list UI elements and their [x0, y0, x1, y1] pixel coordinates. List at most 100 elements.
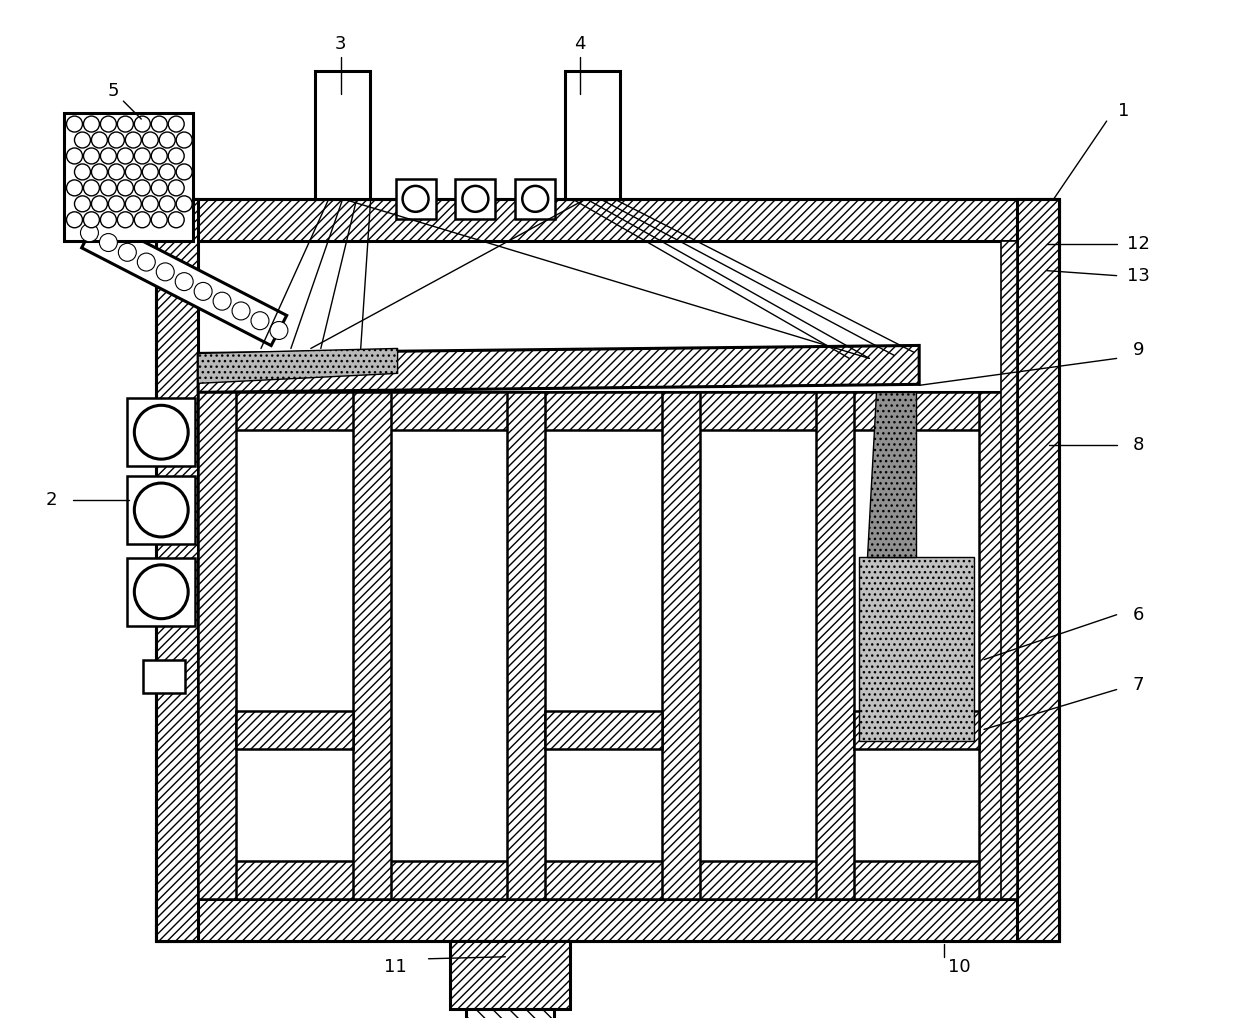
Circle shape — [156, 263, 174, 281]
Circle shape — [134, 180, 150, 196]
Bar — [156, 199, 1059, 240]
Bar — [980, 392, 1017, 899]
Circle shape — [134, 212, 150, 228]
Circle shape — [134, 406, 188, 460]
Bar — [854, 711, 980, 749]
Bar — [236, 711, 352, 749]
Circle shape — [125, 196, 141, 212]
Circle shape — [99, 233, 118, 252]
Circle shape — [176, 132, 192, 148]
Polygon shape — [867, 392, 916, 556]
Circle shape — [176, 196, 192, 212]
Circle shape — [81, 224, 98, 242]
Circle shape — [159, 164, 175, 180]
Circle shape — [138, 253, 155, 271]
Circle shape — [118, 148, 134, 164]
Bar — [516, 179, 556, 219]
Circle shape — [195, 282, 212, 301]
Bar — [128, 557, 195, 626]
Polygon shape — [859, 556, 975, 742]
Bar — [198, 392, 1017, 430]
Circle shape — [176, 164, 192, 180]
Circle shape — [125, 164, 141, 180]
Text: 11: 11 — [384, 958, 407, 976]
Bar — [198, 392, 236, 899]
Circle shape — [125, 132, 141, 148]
Circle shape — [159, 196, 175, 212]
Bar — [662, 392, 699, 899]
Bar — [128, 398, 195, 466]
Bar — [156, 199, 198, 941]
Circle shape — [67, 148, 83, 164]
Circle shape — [169, 116, 185, 132]
Text: 4: 4 — [574, 36, 585, 53]
Circle shape — [67, 116, 83, 132]
Bar — [507, 392, 546, 899]
Bar — [198, 392, 1017, 899]
Circle shape — [143, 132, 159, 148]
Circle shape — [83, 148, 99, 164]
Circle shape — [134, 116, 150, 132]
Text: 3: 3 — [335, 36, 346, 53]
Circle shape — [151, 116, 167, 132]
Circle shape — [74, 132, 91, 148]
Circle shape — [463, 185, 489, 212]
Bar — [156, 899, 1059, 941]
Circle shape — [134, 565, 188, 619]
Bar — [1001, 240, 1017, 899]
Circle shape — [232, 302, 250, 320]
Circle shape — [83, 180, 99, 196]
Bar — [546, 711, 662, 749]
Bar — [1017, 199, 1059, 941]
Bar — [315, 71, 370, 199]
Bar — [63, 113, 193, 240]
Circle shape — [169, 180, 185, 196]
Circle shape — [92, 196, 108, 212]
Circle shape — [108, 164, 124, 180]
Circle shape — [67, 180, 83, 196]
Polygon shape — [198, 348, 398, 383]
Text: 7: 7 — [1133, 676, 1145, 694]
Circle shape — [403, 185, 429, 212]
Bar — [816, 392, 854, 899]
Bar — [450, 941, 570, 1009]
Circle shape — [213, 292, 231, 310]
Circle shape — [83, 212, 99, 228]
Circle shape — [118, 212, 134, 228]
Circle shape — [143, 164, 159, 180]
Circle shape — [151, 148, 167, 164]
Circle shape — [118, 244, 136, 261]
Circle shape — [159, 132, 175, 148]
Circle shape — [250, 312, 269, 330]
Circle shape — [143, 196, 159, 212]
Circle shape — [100, 116, 117, 132]
Circle shape — [169, 212, 185, 228]
Polygon shape — [198, 345, 919, 392]
Text: 5: 5 — [108, 83, 119, 100]
Bar — [396, 179, 435, 219]
Circle shape — [108, 196, 124, 212]
Circle shape — [175, 273, 193, 290]
Circle shape — [108, 132, 124, 148]
Circle shape — [67, 212, 83, 228]
Circle shape — [522, 185, 548, 212]
Circle shape — [169, 148, 185, 164]
Text: 8: 8 — [1133, 436, 1145, 454]
Bar — [565, 71, 620, 199]
Circle shape — [74, 196, 91, 212]
Circle shape — [118, 116, 134, 132]
Circle shape — [151, 212, 167, 228]
Circle shape — [100, 180, 117, 196]
Bar — [128, 476, 195, 544]
Circle shape — [270, 322, 288, 339]
Text: 9: 9 — [1133, 341, 1145, 360]
Polygon shape — [82, 218, 286, 345]
Circle shape — [100, 148, 117, 164]
Text: 1: 1 — [1118, 102, 1130, 120]
Bar — [352, 392, 391, 899]
Circle shape — [74, 164, 91, 180]
Circle shape — [83, 116, 99, 132]
Bar — [144, 659, 185, 694]
Text: 6: 6 — [1133, 605, 1145, 624]
Bar — [466, 1009, 554, 1019]
